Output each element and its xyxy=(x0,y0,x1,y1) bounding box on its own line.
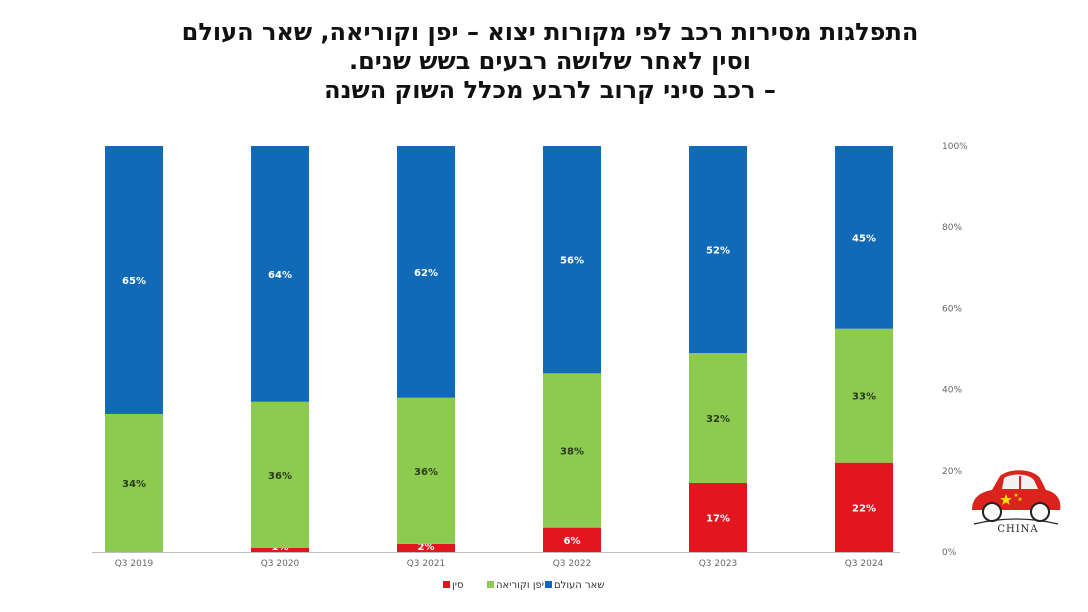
data-label-q3-2019-series-2: 65% xyxy=(122,276,146,287)
bar-q3-2021-series-0 xyxy=(397,543,455,552)
y-tick-label: 40% xyxy=(942,386,962,396)
logo-text: CHINA xyxy=(997,524,1039,535)
y-tick-label: 20% xyxy=(942,467,962,477)
bar-q3-2019-series-2 xyxy=(105,146,163,414)
data-label-q3-2021-series-2: 62% xyxy=(414,268,438,279)
bar-q3-2024-series-1 xyxy=(835,328,893,463)
bar-q3-2024-series-2 xyxy=(835,146,893,329)
data-label-q3-2022-series-2: 56% xyxy=(560,256,584,267)
bar-q3-2023-series-0 xyxy=(689,482,747,552)
bars-group: 0%34%65%1%36%64%2%36%62%6%38%56%17%32%52… xyxy=(105,146,893,553)
data-label-q3-2021-series-0: 2% xyxy=(418,542,435,553)
bar-q3-2022-series-0 xyxy=(543,527,601,552)
x-tick-label: Q3 2019 xyxy=(115,559,154,569)
data-label-q3-2023-series-0: 17% xyxy=(706,513,730,524)
title-line-1: התפלגות מסירות רכב לפי מקורות יצוא – יפן… xyxy=(181,18,919,46)
y-tick-label: 100% xyxy=(942,142,968,152)
bar-q3-2024-series-0 xyxy=(835,462,893,552)
y-tick-label: 60% xyxy=(942,304,962,314)
bar-q3-2022-series-1 xyxy=(543,373,601,528)
bar-q3-2022-series-2 xyxy=(543,146,601,374)
legend-group: סין יפן וקוריאה שאר העולם xyxy=(443,580,604,591)
data-label-q3-2023-series-2: 52% xyxy=(706,246,730,257)
legend-label-0: סין xyxy=(452,580,463,591)
title-line-3: – רכב סיני קרוב לרבע מכלל השוק השנה xyxy=(324,76,776,104)
bar-q3-2020-series-1 xyxy=(251,401,309,548)
car-icon xyxy=(972,470,1061,525)
bar-q3-2020-series-2 xyxy=(251,146,309,402)
bar-q3-2019-series-1 xyxy=(105,413,163,552)
x-tick-label: Q3 2023 xyxy=(699,559,738,569)
bar-q3-2023-series-2 xyxy=(689,146,747,354)
bar-q3-2021-series-2 xyxy=(397,146,455,398)
axis-group: Q3 2019 Q3 2020 Q3 2021 Q3 2022 Q3 2023 Q3 20… xyxy=(92,142,968,569)
legend-label-2: שאר העולם xyxy=(554,580,604,591)
legend-swatch-2 xyxy=(545,581,552,588)
chart-title: התפלגות מסירות רכב לפי מקורות יצוא – יפן… xyxy=(100,18,1000,105)
x-tick-label: Q3 2022 xyxy=(553,559,592,569)
china-car-logo xyxy=(966,462,1066,544)
data-label-q3-2021-series-1: 36% xyxy=(414,467,438,478)
bar-q3-2020-series-0 xyxy=(251,547,309,552)
data-label-q3-2024-series-0: 22% xyxy=(852,503,876,514)
legend-swatch-0 xyxy=(443,581,450,588)
data-label-q3-2023-series-1: 32% xyxy=(706,414,730,425)
data-label-q3-2020-series-1: 36% xyxy=(268,471,292,482)
data-label-q3-2022-series-0: 6% xyxy=(564,536,581,547)
x-tick-label: Q3 2020 xyxy=(261,559,300,569)
title-line-2: וסין לאחר שלושה רבעים בשש שנים. xyxy=(348,47,752,75)
y-tick-label: 80% xyxy=(942,223,962,233)
data-label-q3-2024-series-2: 45% xyxy=(852,233,876,244)
bar-q3-2021-series-1 xyxy=(397,397,455,544)
x-tick-label: Q3 2021 xyxy=(407,559,446,569)
data-label-q3-2020-series-2: 64% xyxy=(268,270,292,281)
data-label-q3-2022-series-1: 38% xyxy=(560,447,584,458)
data-label-q3-2019-series-1: 34% xyxy=(122,479,146,490)
y-tick-label: 0% xyxy=(942,548,957,558)
data-label-q3-2024-series-1: 33% xyxy=(852,392,876,403)
bar-q3-2023-series-1 xyxy=(689,353,747,483)
legend-swatch-1 xyxy=(487,581,494,588)
x-tick-label: Q3 2024 xyxy=(845,559,884,569)
legend-label-1: יפן וקוריאה xyxy=(496,580,544,591)
